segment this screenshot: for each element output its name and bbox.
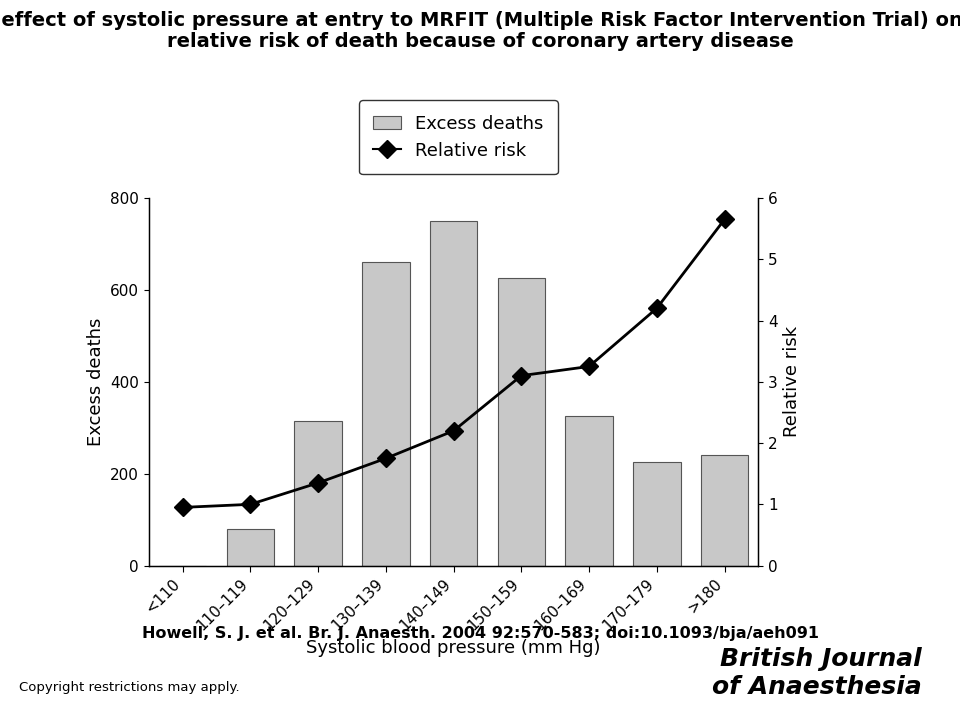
Text: Copyright restrictions may apply.: Copyright restrictions may apply. bbox=[19, 682, 240, 694]
Text: Howell, S. J. et al. Br. J. Anaesth. 2004 92:570-583; doi:10.1093/bja/aeh091: Howell, S. J. et al. Br. J. Anaesth. 200… bbox=[141, 626, 819, 641]
Bar bbox=[295, 421, 342, 566]
Bar bbox=[701, 455, 748, 566]
Text: The effect of systolic pressure at entry to MRFIT (Multiple Risk Factor Interven: The effect of systolic pressure at entry… bbox=[0, 11, 960, 30]
Legend: Excess deaths, Relative risk: Excess deaths, Relative risk bbox=[359, 100, 558, 174]
Text: British Journal
of Anaesthesia: British Journal of Anaesthesia bbox=[712, 647, 922, 699]
Y-axis label: Relative risk: Relative risk bbox=[783, 326, 802, 438]
Bar bbox=[497, 279, 545, 566]
Y-axis label: Excess deaths: Excess deaths bbox=[86, 317, 105, 446]
Bar bbox=[430, 221, 477, 566]
Bar bbox=[362, 262, 410, 566]
Bar bbox=[633, 462, 681, 566]
X-axis label: Systolic blood pressure (mm Hg): Systolic blood pressure (mm Hg) bbox=[306, 638, 601, 657]
Bar bbox=[227, 529, 275, 566]
Bar bbox=[565, 416, 612, 566]
Text: relative risk of death because of coronary artery disease: relative risk of death because of corona… bbox=[167, 32, 793, 51]
